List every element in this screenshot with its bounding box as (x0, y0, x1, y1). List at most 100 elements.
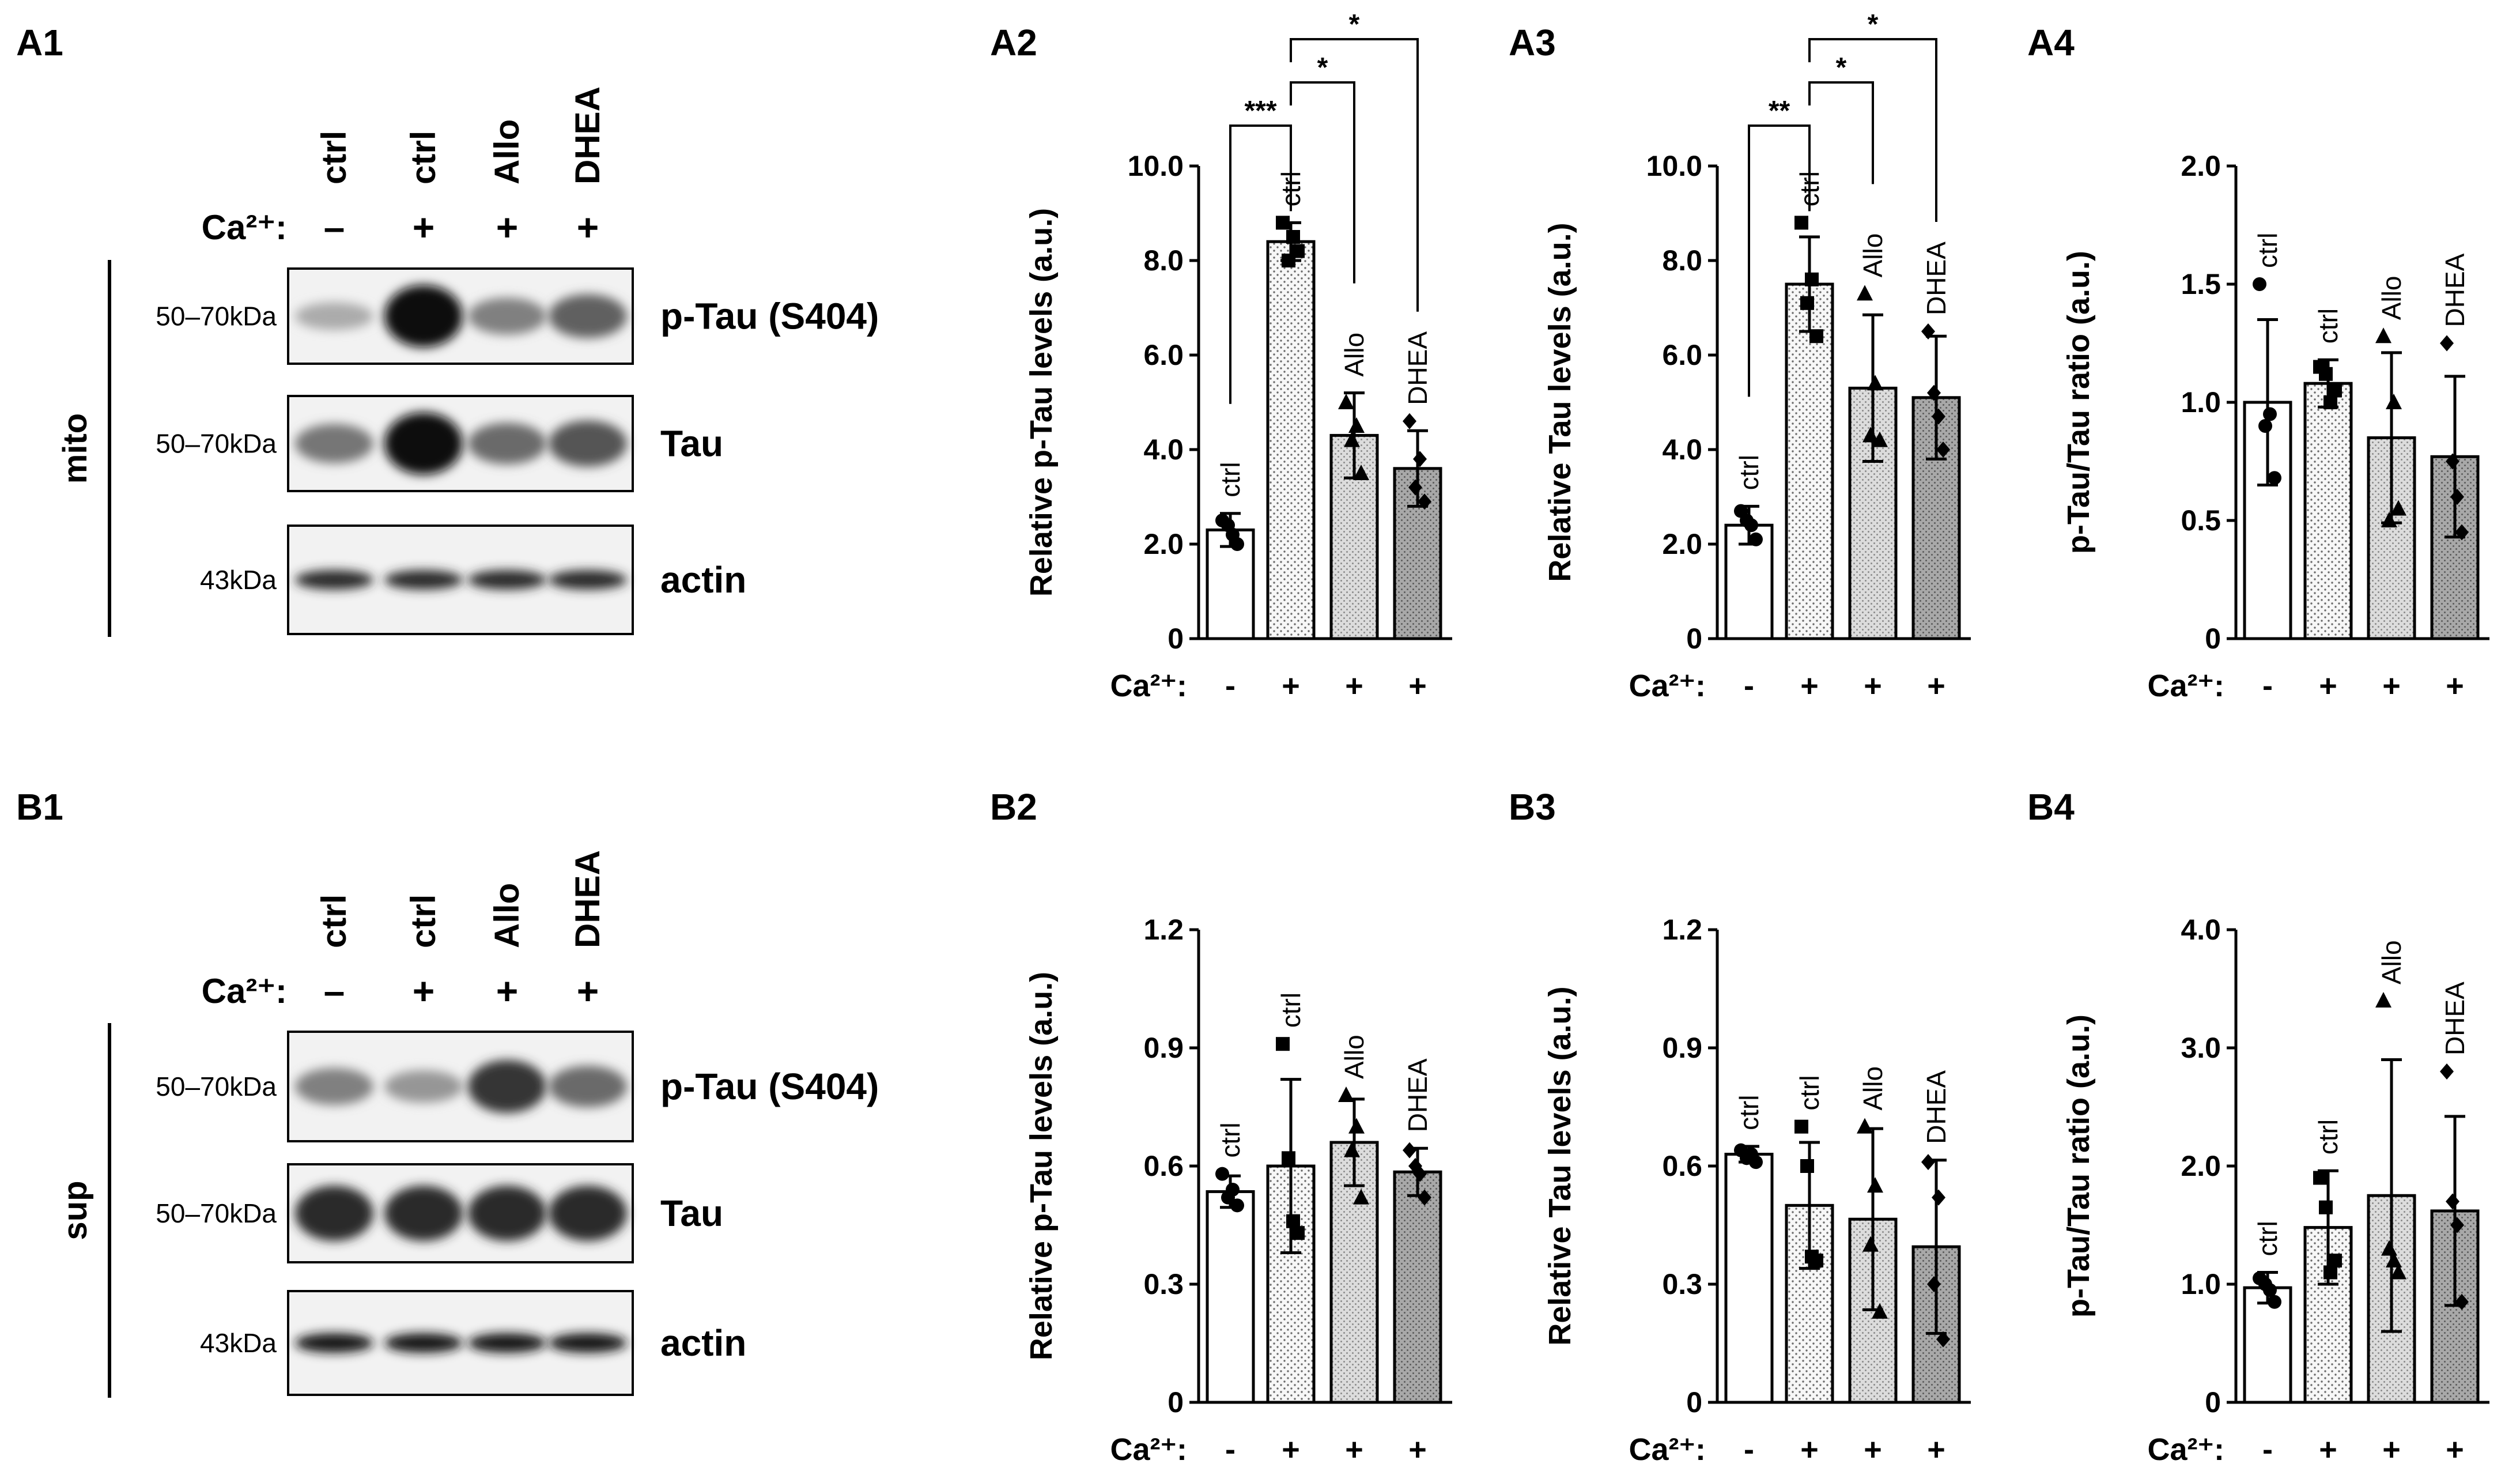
blot-row: 43kDa actin (200, 525, 746, 635)
y-tick-label: 4.0 (1662, 433, 1702, 466)
data-point-triangle (2390, 500, 2406, 516)
blot-row: 43kDa actin (200, 1290, 746, 1396)
data-point-circle (1749, 532, 1763, 546)
bar-category-label: ctrl (1734, 455, 1764, 490)
bar (1206, 1190, 1255, 1404)
blot-lane-label: ctrl (404, 131, 443, 184)
data-point-triangle (1857, 1118, 1873, 1134)
chart-b3: 0 0.3 0.6 0.9 1.2 Relative Tau levels (a.u.) c… (1543, 914, 1971, 1467)
data-point-triangle (2390, 1263, 2406, 1280)
data-point-square (1800, 296, 1814, 310)
chart-b4: 0 1.0 2.0 3.0 4.0 p-Tau/Tau ratio (a.u.) ctrl -… (2061, 914, 2489, 1467)
blot-fraction-label: mito (56, 413, 94, 484)
y-axis-label: Relative p-Tau levels (a.u.) (1024, 972, 1059, 1360)
x-ca-label: Ca²⁺: (1110, 1432, 1188, 1467)
blot-ca-sign: + (577, 206, 599, 248)
data-point-triangle (1867, 1177, 1883, 1193)
data-point-diamond (1927, 384, 1941, 401)
blot-size-label: 43kDa (200, 1328, 277, 1358)
y-tick-label: 1.0 (2181, 1268, 2221, 1300)
blot-band (468, 297, 546, 335)
blot-band (549, 1333, 627, 1353)
data-point-diamond (2446, 1193, 2459, 1210)
y-tick-label: 6.0 (1143, 339, 1184, 371)
blot-band (549, 1066, 627, 1107)
x-ca-label: Ca²⁺: (1110, 669, 1188, 703)
data-point-circle (2263, 407, 2277, 421)
bracket-line (1808, 38, 1937, 222)
data-point-circle (1230, 1198, 1244, 1213)
blot-band (295, 1186, 373, 1241)
data-point-triangle (2375, 327, 2391, 344)
bar-group: ctrl (1724, 455, 1774, 640)
data-point-square (2319, 1200, 2333, 1214)
panel-label-b2: B2 (990, 786, 1037, 828)
bar (1785, 282, 1834, 640)
bracket-line (1808, 81, 1874, 184)
data-point-diamond (2440, 335, 2454, 352)
bar-category-label: DHEA (1921, 1070, 1951, 1144)
y-tick-label: 0 (1168, 622, 1184, 655)
data-point-diamond (2446, 453, 2459, 470)
y-tick-label: 0 (2205, 1386, 2221, 1418)
blot-size-label: 50–70kDa (156, 1198, 277, 1228)
blot-protein-label: Tau (660, 1193, 723, 1234)
x-ca-sign: + (2319, 669, 2337, 703)
data-point-triangle (1872, 431, 1888, 447)
data-point-diamond (1408, 479, 1422, 496)
blot-band (295, 1333, 373, 1353)
x-ca-sign: + (2319, 1432, 2337, 1467)
data-point-diamond (1418, 493, 1431, 510)
bar-category-label: DHEA (1921, 242, 1951, 315)
data-point-triangle (1857, 285, 1873, 301)
panel-label-b4: B4 (2027, 786, 2075, 828)
bar (2243, 1286, 2292, 1404)
significance-bracket: * (1808, 9, 1937, 222)
blot-lane-label: Allo (488, 883, 526, 948)
blot-b1: ctrl ctrl Allo DHEA Ca²⁺: – + + + sup 50–70kDa p-Ta… (56, 850, 879, 1398)
blot-band (468, 1186, 546, 1241)
bar-group: ctrl (2243, 233, 2292, 640)
y-axis-label: Relative p-Tau levels (a.u.) (1024, 208, 1059, 597)
data-point-diamond (1408, 1158, 1422, 1174)
bar-group: ctrl (1785, 171, 1834, 640)
blot-a1: ctrl ctrl Allo DHEA Ca²⁺: – + + + mito 50–70kDa p-T… (56, 86, 879, 637)
data-point-square (1805, 272, 1819, 286)
data-point-diamond (1932, 1189, 1945, 1206)
data-point-triangle (2386, 1252, 2402, 1267)
bar (2303, 382, 2353, 640)
data-point-circle (2268, 471, 2281, 485)
blot-protein-label: p-Tau (S404) (660, 1066, 879, 1107)
y-tick-label: 0 (2205, 622, 2221, 655)
y-tick-label: 2.0 (2181, 1150, 2221, 1182)
y-tick-label: 0.5 (2181, 504, 2221, 537)
bar-group: Allo (1329, 1035, 1379, 1404)
x-ca-sign: + (1800, 1432, 1819, 1467)
y-tick-label: 0 (1686, 1386, 1702, 1418)
data-point-square (1276, 1037, 1290, 1051)
bar-group: DHEA (1911, 242, 1961, 640)
panel-label-a2: A2 (990, 22, 1037, 63)
y-tick-label: 8.0 (1662, 244, 1702, 277)
data-point-diamond (2455, 1293, 2469, 1310)
data-point-diamond (2440, 1063, 2454, 1080)
significance-bracket: *** (1229, 96, 1292, 404)
blot-band (295, 424, 373, 463)
bar-category-label: Allo (1339, 333, 1369, 377)
blot-band (384, 412, 463, 475)
x-ca-sign: + (1800, 669, 1819, 703)
bar-group: ctrl (1206, 462, 1255, 640)
y-tick-label: 4.0 (1143, 433, 1184, 466)
bar-group: DHEA (1393, 1058, 1442, 1404)
data-point-diamond (1418, 1189, 1431, 1206)
significance-bracket: * (1290, 9, 1419, 312)
bracket-line (1290, 38, 1419, 312)
bar-group: Allo (1848, 233, 1898, 640)
y-tick-label: 0.9 (1662, 1032, 1702, 1064)
panel-label-b3: B3 (1509, 786, 1556, 828)
data-point-circle (1221, 518, 1235, 533)
data-point-triangle (2375, 992, 2391, 1008)
significance-bracket: * (1290, 52, 1355, 284)
data-point-square (1809, 1254, 1823, 1267)
x-ca-sign: + (2446, 669, 2464, 703)
